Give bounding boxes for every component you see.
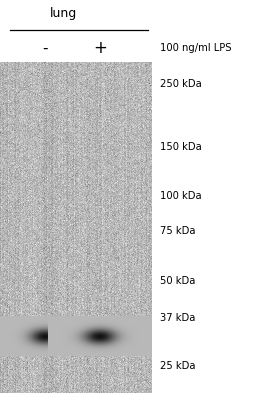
Text: 100 ng/ml LPS: 100 ng/ml LPS — [160, 43, 231, 53]
Text: lung: lung — [50, 8, 77, 20]
Text: 50 kDa: 50 kDa — [160, 276, 195, 286]
Text: +: + — [93, 39, 107, 57]
Text: 250 kDa: 250 kDa — [160, 79, 202, 89]
Text: 75 kDa: 75 kDa — [160, 226, 196, 236]
Text: 150 kDa: 150 kDa — [160, 142, 202, 152]
Text: 100 kDa: 100 kDa — [160, 191, 202, 201]
Text: 25 kDa: 25 kDa — [160, 361, 196, 371]
Text: -: - — [42, 40, 48, 56]
Text: 37 kDa: 37 kDa — [160, 313, 195, 323]
